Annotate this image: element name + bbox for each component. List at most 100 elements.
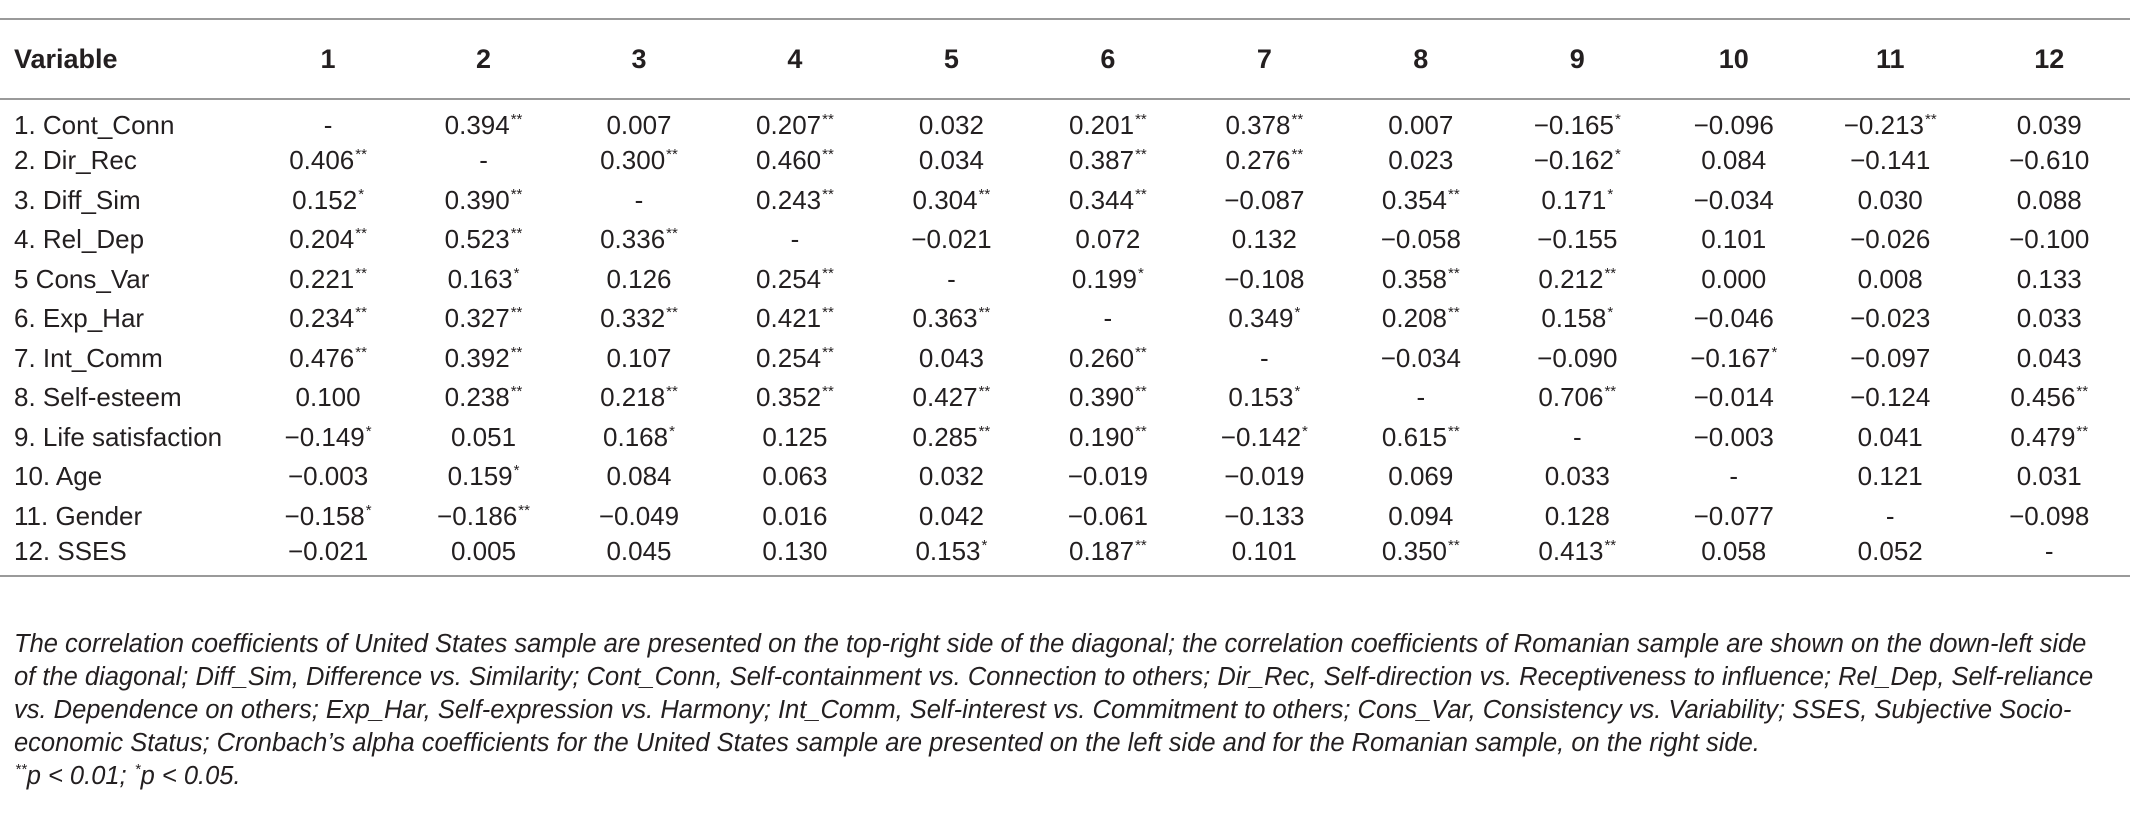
significance-marker: ** bbox=[1135, 422, 1147, 440]
cell-value: 0.043 bbox=[918, 342, 984, 373]
table-cell: −0.058 bbox=[1343, 220, 1499, 260]
table-cell: 0.706** bbox=[1499, 378, 1655, 418]
table-cell: 0.007 bbox=[561, 99, 716, 141]
cell-value: 0.168 bbox=[603, 421, 669, 452]
significance-marker: ** bbox=[1604, 264, 1617, 282]
table-cell: 0.128 bbox=[1499, 497, 1655, 537]
cell-value: 0.032 bbox=[918, 461, 984, 492]
cell-value: 0.126 bbox=[606, 263, 672, 294]
table-cell: 0.460** bbox=[717, 141, 873, 181]
table-cell: 0.344** bbox=[1030, 181, 1186, 221]
significance-marker: ** bbox=[822, 383, 834, 401]
cell-value: 0.000 bbox=[1701, 263, 1767, 294]
row-label: 4. Rel_Dep bbox=[14, 224, 145, 255]
table-cell: 0.243** bbox=[717, 181, 873, 221]
significance-marker: * bbox=[1614, 111, 1621, 128]
cell-value: 0.159 bbox=[447, 461, 513, 492]
cell-value: 0.615 bbox=[1381, 421, 1447, 452]
footnote-text: The correlation coefficients of United S… bbox=[14, 630, 2094, 757]
table-cell: −0.149* bbox=[250, 418, 405, 458]
table-cell: 0.069 bbox=[1343, 457, 1499, 497]
table-cell: - bbox=[406, 141, 561, 181]
cell-value: 0.476 bbox=[289, 342, 355, 373]
table-row: 11. Gender −0.158* −0.186** −0.049 0.016 0.04… bbox=[0, 497, 2130, 537]
cell-value: 0.100 bbox=[295, 382, 361, 413]
table-cell: 0.354** bbox=[1343, 181, 1499, 221]
cell-value: −0.014 bbox=[1693, 382, 1774, 413]
table-cell: 0.390** bbox=[1030, 378, 1186, 418]
cell-value: 0.045 bbox=[606, 536, 672, 566]
cell-value: 0.032 bbox=[918, 110, 984, 140]
cell-value: 0.039 bbox=[2016, 110, 2082, 140]
table-cell: 0.000 bbox=[1656, 260, 1812, 300]
correlation-table: Variable 1 2 3 4 5 6 7 8 9 10 11 12 1. C… bbox=[0, 18, 2130, 577]
cell-value: −0.141 bbox=[1850, 145, 1931, 176]
table-cell: 0.163* bbox=[406, 260, 561, 300]
table-cell: 0.421** bbox=[717, 299, 873, 339]
table-cell: −0.087 bbox=[1186, 181, 1342, 221]
cell-value: −0.034 bbox=[1693, 184, 1774, 215]
cell-value: - bbox=[323, 110, 333, 140]
table-cell: −0.023 bbox=[1812, 299, 1968, 339]
table-cell: 0.130 bbox=[716, 536, 874, 577]
column-header-1: 1 bbox=[250, 18, 406, 100]
significance-marker: * bbox=[358, 185, 365, 203]
row-label: 2. Dir_Rec bbox=[14, 145, 137, 176]
table-cell: - bbox=[873, 260, 1029, 300]
table-cell: −0.061 bbox=[1030, 497, 1186, 537]
table-row: 3. Diff_Sim 0.152* 0.390** -0.243** 0.304** 0… bbox=[0, 181, 2130, 221]
cell-value: 0.023 bbox=[1388, 145, 1454, 176]
row-label: 7. Int_Comm bbox=[14, 342, 163, 373]
significance-marker: ** bbox=[510, 343, 523, 361]
significance-marker: * bbox=[1302, 422, 1308, 440]
table-cell: 0.221** bbox=[250, 260, 405, 300]
table-cell: −0.046 bbox=[1656, 299, 1812, 339]
column-header-5: 5 bbox=[873, 18, 1030, 100]
table-cell: −0.021 bbox=[873, 220, 1029, 260]
table-cell: 0.208** bbox=[1343, 299, 1499, 339]
table-cell: 0.276** bbox=[1186, 141, 1342, 181]
cell-value: 0.479 bbox=[2010, 421, 2076, 452]
table-cell: 0.121 bbox=[1812, 457, 1968, 497]
cell-value: −0.077 bbox=[1693, 500, 1774, 531]
cell-value: 0.238 bbox=[444, 382, 510, 413]
column-header-12: 12 bbox=[1968, 18, 2130, 100]
table-cell: 0.042 bbox=[873, 497, 1029, 537]
cell-value: −0.090 bbox=[1537, 342, 1618, 373]
cell-value: −0.019 bbox=[1067, 461, 1148, 492]
cell-value: 0.107 bbox=[606, 342, 672, 373]
table-cell: 0.126 bbox=[561, 260, 716, 300]
footnote-significance: **p < 0.01; *p < 0.05. bbox=[14, 760, 2104, 793]
cell-value: 0.121 bbox=[1857, 461, 1923, 492]
table-cell: −0.003 bbox=[1656, 418, 1812, 458]
cell-value: 0.043 bbox=[2016, 342, 2082, 373]
table-cell: 0.043 bbox=[1968, 339, 2130, 379]
table-cell: −0.142* bbox=[1186, 418, 1342, 458]
cell-value: 0.234 bbox=[289, 303, 355, 334]
row-label: 5 Cons_Var bbox=[14, 263, 150, 294]
table-cell: −0.133 bbox=[1186, 497, 1342, 537]
cell-value: 0.276 bbox=[1225, 145, 1291, 176]
significance-marker: ** bbox=[1448, 264, 1460, 282]
table-cell: 0.058 bbox=[1655, 536, 1812, 577]
significance-marker: ** bbox=[1135, 343, 1147, 361]
cell-value: 0.063 bbox=[762, 461, 828, 492]
table-cell: 0.030 bbox=[1812, 181, 1968, 221]
column-header-6: 6 bbox=[1029, 18, 1187, 100]
significance-marker: * bbox=[513, 264, 520, 282]
cell-value: 0.007 bbox=[1388, 110, 1454, 140]
significance-marker: * bbox=[1294, 383, 1301, 401]
significance-marker: ** bbox=[1604, 537, 1617, 554]
table-cell: −0.034 bbox=[1656, 181, 1812, 221]
table-cell: 0.387** bbox=[1030, 141, 1186, 181]
significance-marker: ** bbox=[822, 264, 834, 282]
cell-value: 0.260 bbox=[1068, 342, 1135, 373]
table-cell: 0.238** bbox=[406, 378, 561, 418]
row-label: 11. Gender bbox=[14, 500, 143, 531]
significance-marker: ** bbox=[978, 422, 991, 440]
cell-value: 0.152 bbox=[292, 184, 358, 215]
significance-marker: ** bbox=[1135, 146, 1147, 164]
cell-value: −0.186 bbox=[437, 500, 518, 531]
cell-value: 0.285 bbox=[912, 421, 978, 452]
cell-value: −0.061 bbox=[1067, 500, 1148, 531]
